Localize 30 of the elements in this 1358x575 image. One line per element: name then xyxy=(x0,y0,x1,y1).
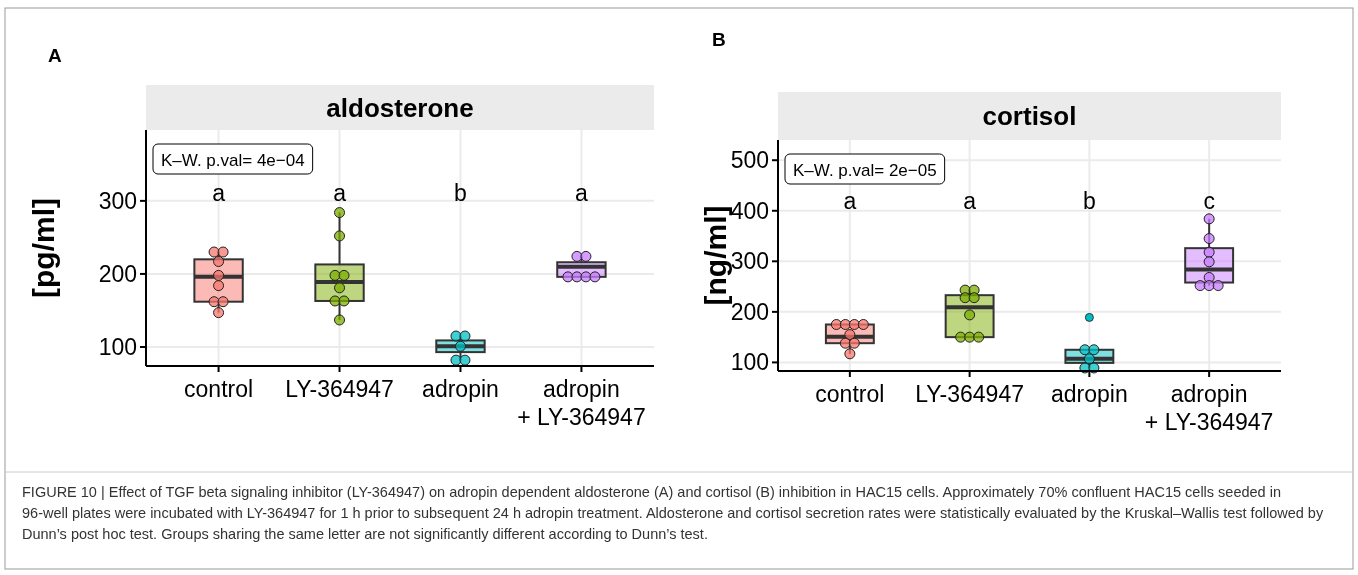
annotation: b xyxy=(454,179,467,206)
y-tick-label: 500 xyxy=(730,147,769,174)
annotation: c xyxy=(1203,188,1215,215)
annotation: K–W. p.val= 2e−05 xyxy=(793,161,937,180)
x-tick-label: control xyxy=(184,376,254,402)
annotation: b xyxy=(1082,188,1096,215)
y-axis-title: [pg/ml] xyxy=(27,198,60,298)
annotation: a xyxy=(843,188,857,215)
x-tick-label: adropin xyxy=(422,376,499,402)
annotation: a xyxy=(575,179,589,206)
y-tick-label: 100 xyxy=(730,349,769,376)
y-axis-title: [ng/ml] xyxy=(699,205,732,306)
text: A xyxy=(48,45,62,66)
annotation: a xyxy=(212,179,226,206)
chart-title: cortisol xyxy=(982,101,1077,131)
y-tick-label: 300 xyxy=(98,187,137,214)
x-tick-label: LY-364947 xyxy=(285,376,394,402)
annotation: K–W. p.val= 4e−04 xyxy=(161,151,305,170)
x-tick-label: adropin + LY-364947 xyxy=(1144,381,1274,435)
annotation: a xyxy=(333,179,347,206)
annotation: a xyxy=(963,188,977,215)
y-tick-label: 100 xyxy=(98,334,137,360)
x-tick-label: control xyxy=(815,381,885,407)
y-tick-label: 200 xyxy=(98,260,137,287)
text: B xyxy=(712,29,726,50)
x-tick-label: adropin + LY-364947 xyxy=(517,376,646,430)
chart-title: aldosterone xyxy=(326,92,474,123)
x-tick-label: adropin xyxy=(1051,381,1128,407)
x-tick-label: LY-364947 xyxy=(915,381,1024,407)
caption: FIGURE 10 | Effect of TGF beta signaling inhibitor (LY-364947) on adropin dependent aldosterone (A) and cortisol (B) inhibition in HAC15 cells. Approximately 70% confluent HAC15 cells seeded in 96-well plates were incubated with LY-364947 for 1 h prior to subsequent 24 h adropin treatment. Aldosterone and cortisol secretion rates were statistically evaluated by the Kruskal–Wallis test followed by Dunn’s post hoc test. Groups sharing the same letter are not significantly different according to Dunn’s test. xyxy=(22,484,1324,542)
